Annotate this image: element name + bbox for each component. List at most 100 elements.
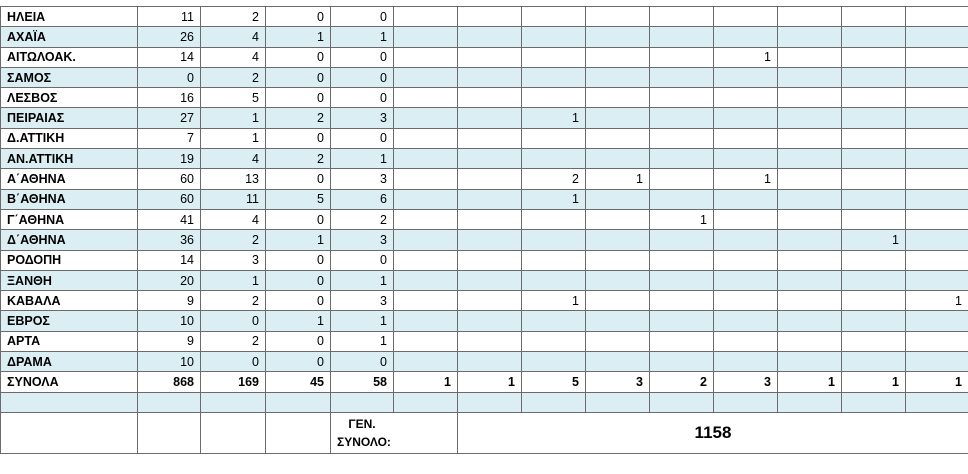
cell — [777, 5, 842, 28]
cell — [521, 208, 586, 231]
cell: 41 — [137, 208, 201, 231]
cell — [841, 391, 906, 413]
cell — [393, 5, 458, 28]
cell — [393, 310, 458, 332]
cell: 11 — [200, 188, 266, 210]
cell — [905, 249, 968, 271]
cell — [905, 148, 968, 170]
cell — [905, 127, 968, 150]
cell — [521, 229, 586, 251]
cell — [777, 66, 842, 89]
cell: 1 — [521, 107, 586, 129]
cell — [713, 351, 778, 373]
table-row: ΔΡΑΜΑ 10 0 0 0 — [0, 351, 968, 373]
cell: 10 — [137, 310, 201, 332]
cell — [521, 26, 586, 48]
cell: 11 — [137, 5, 201, 28]
cell — [137, 411, 201, 455]
cell — [585, 351, 650, 373]
cell — [777, 310, 842, 332]
cell — [585, 391, 650, 413]
cell — [457, 5, 522, 28]
cell — [457, 330, 522, 353]
grand-total-row: ΓΕΝ. ΣΥΝΟΛΟ: 1158 — [0, 411, 968, 455]
cell — [585, 229, 650, 251]
table-row: ΑΧΑΪΑ 26 4 1 1 — [0, 26, 968, 48]
cell: 5 — [521, 371, 586, 393]
cell: 0 — [265, 127, 331, 150]
cell: 1 — [200, 107, 266, 129]
cell — [457, 310, 522, 332]
cell: 1 — [330, 269, 394, 292]
cell: 0 — [330, 249, 394, 271]
table-row: Α΄ΑΘΗΝΑ 60 13 0 3 2 1 1 — [0, 168, 968, 190]
cell — [521, 269, 586, 292]
cell — [777, 26, 842, 48]
cell: 0 — [137, 66, 201, 89]
cell — [585, 127, 650, 150]
cell — [649, 66, 714, 89]
row-label: ΚΑΒΑΛΑ — [0, 290, 138, 312]
grand-total-label: ΓΕΝ. ΣΥΝΟΛΟ: — [330, 411, 458, 455]
cell: 0 — [265, 87, 331, 109]
cell: 14 — [137, 46, 201, 68]
table-row: ΑΡΤΑ 9 2 0 1 — [0, 330, 968, 353]
cell — [777, 249, 842, 271]
cell — [521, 249, 586, 271]
table-row: ΛΕΣΒΟΣ 16 5 0 0 — [0, 87, 968, 109]
cell — [585, 87, 650, 109]
cell — [905, 229, 968, 251]
cell — [713, 330, 778, 353]
cell: 1 — [200, 127, 266, 150]
cell: 1 — [265, 26, 331, 48]
row-label: ΣΥΝΟΛΑ — [0, 371, 138, 393]
cell: 2 — [200, 66, 266, 89]
row-label: Α΄ΑΘΗΝΑ — [0, 168, 138, 190]
row-label: Β΄ΑΘΗΝΑ — [0, 188, 138, 210]
cell: 1 — [330, 148, 394, 170]
cell: 0 — [265, 46, 331, 68]
cell — [841, 188, 906, 210]
table-row: Δ.ΑΤΤΙΚΗ 7 1 0 0 — [0, 127, 968, 150]
cell: 0 — [265, 290, 331, 312]
row-label: ΑΧΑΪΑ — [0, 26, 138, 48]
row-label: ΞΑΝΘΗ — [0, 269, 138, 292]
cell: 0 — [265, 269, 331, 292]
table-row: Γ΄ΑΘΗΝΑ 41 4 0 2 1 — [0, 208, 968, 231]
cell: 169 — [200, 371, 266, 393]
cell — [905, 5, 968, 28]
cell: 0 — [265, 168, 331, 190]
cell — [905, 46, 968, 68]
cell: 9 — [137, 330, 201, 353]
cell — [585, 188, 650, 210]
cell: 2 — [200, 229, 266, 251]
cell: 1 — [777, 371, 842, 393]
cell: 3 — [330, 229, 394, 251]
cell — [777, 330, 842, 353]
cell — [330, 391, 394, 413]
cell — [649, 87, 714, 109]
cell — [457, 127, 522, 150]
cell: 1 — [841, 229, 906, 251]
cell: 1 — [521, 290, 586, 312]
cell — [0, 411, 138, 455]
table-row: Β΄ΑΘΗΝΑ 60 11 5 6 1 — [0, 188, 968, 210]
cell — [0, 391, 138, 413]
cell — [393, 391, 458, 413]
cell — [457, 66, 522, 89]
cell — [841, 351, 906, 373]
cell: 1 — [330, 26, 394, 48]
cell — [713, 5, 778, 28]
cell — [841, 46, 906, 68]
cell: 0 — [200, 351, 266, 373]
row-label: ΣΑΜΟΣ — [0, 66, 138, 89]
cell — [841, 310, 906, 332]
table-row: ΡΟΔΟΠΗ 14 3 0 0 — [0, 249, 968, 271]
cell: 0 — [265, 249, 331, 271]
cell — [841, 26, 906, 48]
cell: 26 — [137, 26, 201, 48]
cell: 1 — [649, 208, 714, 231]
cell: 0 — [330, 87, 394, 109]
cell — [457, 351, 522, 373]
cell — [841, 330, 906, 353]
